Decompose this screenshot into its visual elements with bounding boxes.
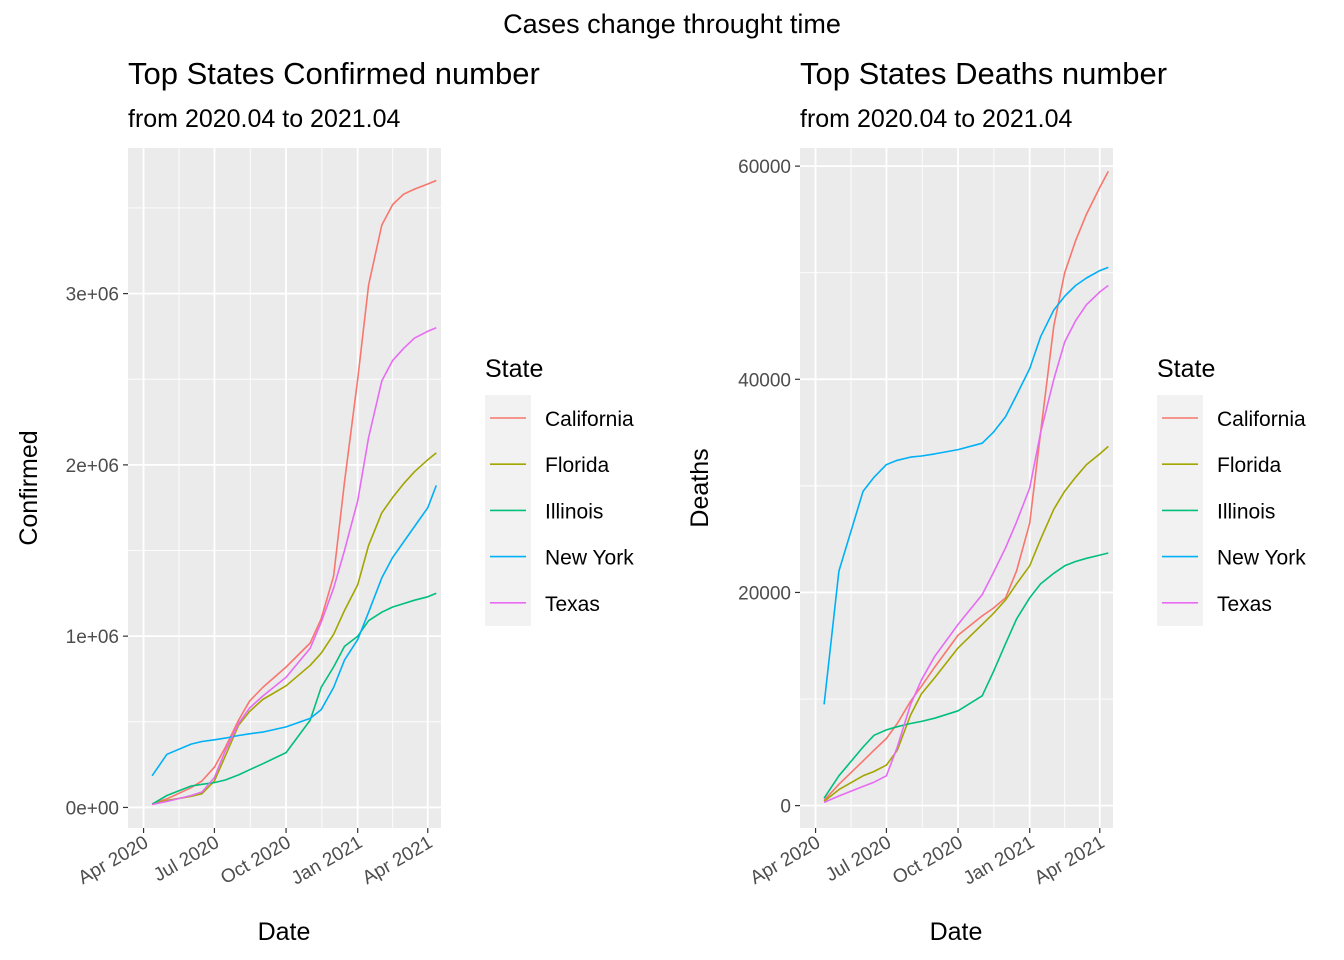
y-tick-label: 60000 (738, 157, 791, 178)
y-tick-label: 3e+06 (66, 285, 119, 306)
y-tick-label: 20000 (738, 583, 791, 604)
legend-entry: Illinois (545, 500, 603, 523)
legend-entry: Texas (1217, 593, 1272, 616)
series-line-california (823, 171, 1110, 801)
legend: State California Florida Illinois New York T… (485, 355, 634, 626)
y-tick-label: 0e+00 (66, 798, 119, 819)
legend-entry: Florida (1217, 454, 1282, 477)
plot-area (800, 148, 1113, 828)
legend-entry: California (1217, 408, 1306, 431)
legend-entry: Florida (545, 454, 610, 477)
series-line-illinois (823, 552, 1109, 799)
panel-subtitle: from 2020.04 to 2021.04 (800, 105, 1073, 133)
y-axis-label: Deaths (686, 448, 714, 527)
legend-entry: New York (1217, 547, 1306, 570)
legend: State California Florida Illinois New York T… (1157, 355, 1306, 626)
y-axis-ticks: 0e+00 1e+06 2e+06 3e+06 (66, 285, 128, 819)
figure-title: Cases change throught time (503, 9, 841, 39)
y-tick-label: 0 (780, 797, 791, 818)
legend-entry: New York (545, 547, 634, 570)
legend-entry: Illinois (1217, 500, 1275, 523)
y-tick-label: 1e+06 (66, 627, 119, 648)
series-line-illinois (151, 592, 437, 805)
series-line-florida (151, 452, 437, 805)
series-line-florida (823, 445, 1109, 803)
panel-title: Top States Deaths number (800, 56, 1167, 91)
panel-subtitle: from 2020.04 to 2021.04 (128, 105, 401, 133)
legend-title: State (485, 355, 543, 383)
y-axis-ticks: 0 20000 40000 60000 (738, 157, 800, 818)
gridlines (128, 148, 441, 828)
y-tick-label: 40000 (738, 370, 791, 391)
series-line-new-york (151, 485, 438, 777)
x-axis-label: Date (930, 918, 983, 946)
panel-title: Top States Confirmed number (128, 56, 540, 91)
series-line-california (151, 179, 437, 805)
series-lines (823, 171, 1110, 804)
series-lines (151, 179, 438, 806)
series-line-texas (823, 284, 1109, 804)
series-line-new-york (823, 266, 1109, 705)
legend-entry: Texas (545, 593, 600, 616)
series-line-texas (151, 327, 437, 806)
y-tick-label: 2e+06 (66, 456, 119, 477)
x-axis-label: Date (258, 918, 311, 946)
legend-title: State (1157, 355, 1215, 383)
y-axis-label: Confirmed (15, 430, 43, 545)
legend-entry: California (545, 408, 634, 431)
plot-area (128, 148, 441, 828)
